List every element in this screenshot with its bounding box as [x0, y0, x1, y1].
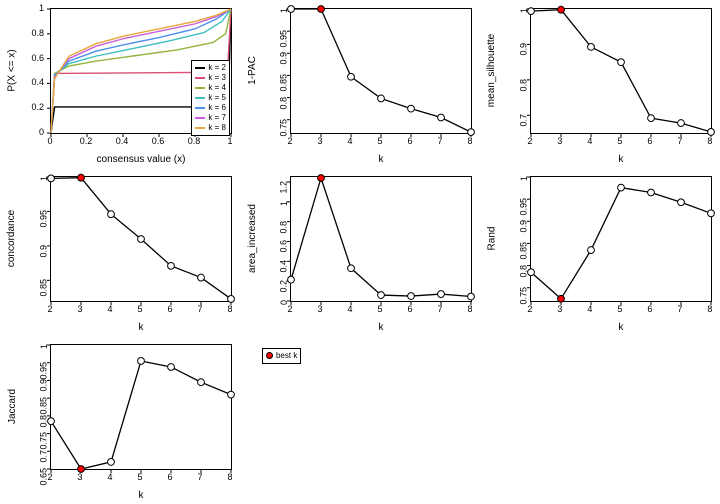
- legend-line-icon: [195, 127, 205, 129]
- xlabel-concordance: k: [50, 322, 232, 333]
- ylabel-silhouette: mean_silhouette: [486, 8, 498, 134]
- chart-grid: P(X <= x) consensus value (x) 00.20.40.6…: [0, 0, 720, 504]
- legend-item-label: k = 8: [208, 123, 226, 133]
- ylabel-jaccard: Jaccard: [6, 344, 18, 470]
- panel-jaccard: Jaccard k 23456780.650.70.750.80.850.90.…: [0, 336, 240, 504]
- ylabel-area-increased: area_increased: [246, 176, 258, 302]
- plot-concordance: [50, 176, 232, 302]
- legend-item-label: k = 3: [208, 73, 226, 83]
- legend-item-label: k = 2: [208, 63, 226, 73]
- panel-legend: best k: [240, 336, 480, 504]
- legend-item-label: k = 6: [208, 103, 226, 113]
- panel-1pac: 1-PAC k 23456780.750.80.850.90.951: [240, 0, 480, 168]
- ylabel-1pac: 1-PAC: [246, 8, 258, 134]
- plot-1pac: [290, 8, 472, 134]
- legend-line-icon: [195, 117, 205, 119]
- legend-line-icon: [195, 97, 205, 99]
- legend-line-icon: [195, 67, 205, 69]
- legend-line-icon: [195, 87, 205, 89]
- panel-empty: [480, 336, 720, 504]
- xlabel-jaccard: k: [50, 490, 232, 501]
- plot-rand: [530, 176, 712, 302]
- legend-item-label: k = 5: [208, 93, 226, 103]
- ylabel-ecdf: P(X <= x): [6, 8, 18, 134]
- legend-line-icon: [195, 107, 205, 109]
- panel-silhouette: mean_silhouette k 23456780.70.80.91: [480, 0, 720, 168]
- ylabel-concordance: concordance: [6, 176, 18, 302]
- plot-jaccard: [50, 344, 232, 470]
- xlabel-1pac: k: [290, 154, 472, 165]
- ecdf-legend: k = 2k = 3k = 4k = 5k = 6k = 7k = 8: [191, 60, 230, 136]
- plot-silhouette: [530, 8, 712, 134]
- xlabel-ecdf: consensus value (x): [50, 154, 232, 165]
- best-k-legend: best k: [262, 348, 301, 364]
- ylabel-rand: Rand: [486, 176, 498, 302]
- best-k-label: best k: [276, 351, 297, 361]
- xlabel-area-increased: k: [290, 322, 472, 333]
- panel-concordance: concordance k 23456780.850.90.951: [0, 168, 240, 336]
- legend-item-label: k = 4: [208, 83, 226, 93]
- legend-line-icon: [195, 77, 205, 79]
- xlabel-silhouette: k: [530, 154, 712, 165]
- panel-area-increased: area_increased k 234567800.20.40.60.811.…: [240, 168, 480, 336]
- plot-area-increased: [290, 176, 472, 302]
- xlabel-rand: k: [530, 322, 712, 333]
- legend-item-label: k = 7: [208, 113, 226, 123]
- panel-rand: Rand k 23456780.750.80.850.90.951: [480, 168, 720, 336]
- best-k-dot-icon: [266, 352, 273, 359]
- panel-ecdf: P(X <= x) consensus value (x) 00.20.40.6…: [0, 0, 240, 168]
